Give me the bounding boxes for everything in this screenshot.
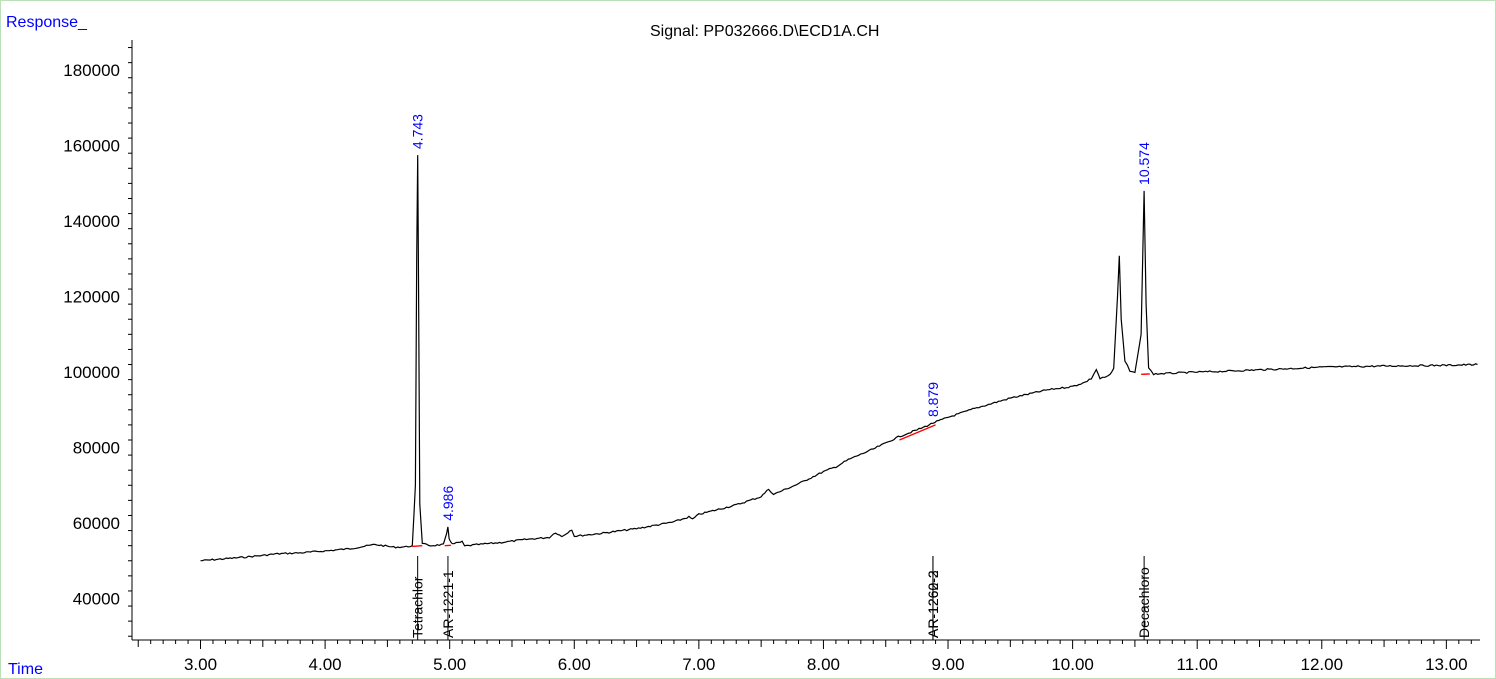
y-tick-label: 160000 xyxy=(63,137,120,156)
x-axis-label: Time xyxy=(8,661,43,678)
x-tick-label: 8.00 xyxy=(807,655,840,674)
x-tick-label: 4.00 xyxy=(309,655,342,674)
compound-label: AR-1221-1 xyxy=(440,570,456,638)
series-line xyxy=(200,155,1478,562)
x-tick-label: 5.00 xyxy=(433,655,466,674)
peak-label: 4.986 xyxy=(440,486,456,521)
x-tick-label: 13.00 xyxy=(1425,655,1468,674)
x-ticks: 3.00 4.00 5.00 6.00 7.00 8.00 9.00 10.00 11.00 12… xyxy=(137,640,1472,674)
peak-label: 10.574 xyxy=(1136,142,1152,185)
chart-title: Signal: PP032666.D\ECD1A.CH xyxy=(650,23,879,40)
x-tick-label: 3.00 xyxy=(184,655,217,674)
y-ticks: 40000 60000 80000 100000 120000 140000 160000 1… xyxy=(63,47,132,637)
y-axis-label: Response_ xyxy=(6,14,88,31)
y-tick-label: 120000 xyxy=(63,288,120,307)
signal-trace xyxy=(200,155,1478,562)
x-tick-label: 7.00 xyxy=(682,655,715,674)
peak-label: 8.879 xyxy=(925,382,941,417)
baseline-segment xyxy=(899,424,936,441)
compound-markers: Tetrachlor AR-1221-1 AR-1260-2AR-1262-3 Dec… xyxy=(410,556,1152,640)
integration-baselines xyxy=(412,373,1150,548)
y-tick-label: 180000 xyxy=(63,61,120,80)
y-tick-label: 40000 xyxy=(73,589,120,608)
compound-label: Decachloro xyxy=(1136,567,1152,638)
x-tick-label: 12.00 xyxy=(1301,655,1344,674)
y-tick-label: 80000 xyxy=(73,439,120,458)
y-tick-label: 140000 xyxy=(63,212,120,231)
peak-label: 4.743 xyxy=(410,114,426,149)
x-tick-label: 6.00 xyxy=(558,655,591,674)
peak-labels: 4.743 4.986 8.879 10.574 xyxy=(410,114,1152,521)
compound-label: AR-1262-3 xyxy=(925,570,941,638)
compound-label: Tetrachlor xyxy=(410,576,426,638)
y-tick-label: 100000 xyxy=(63,363,120,382)
y-tick-label: 60000 xyxy=(73,514,120,533)
x-tick-label: 10.00 xyxy=(1051,655,1094,674)
x-tick-label: 11.00 xyxy=(1177,655,1218,674)
axes xyxy=(131,40,1480,641)
baseline-segment xyxy=(412,544,423,548)
x-tick-label: 9.00 xyxy=(931,655,964,674)
